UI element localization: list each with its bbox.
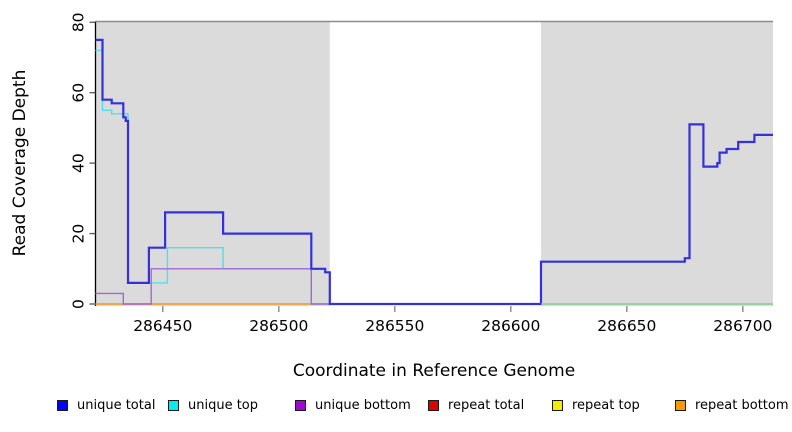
legend-label-unique-top: unique top xyxy=(188,397,259,413)
y-tick-label: 80 xyxy=(69,12,87,32)
series-line-unique-bottom xyxy=(95,268,330,305)
legend-item-unique-top: unique top xyxy=(168,397,258,413)
legend-item-unique-total: unique total xyxy=(57,397,155,413)
x-tick-label: 286500 xyxy=(249,317,308,335)
x-tick-label: 286450 xyxy=(133,317,192,335)
y-tick-label: 40 xyxy=(70,153,88,173)
series-line-unique-total xyxy=(95,38,773,306)
legend-label-repeat-top: repeat top xyxy=(572,397,640,413)
left-gray-region xyxy=(95,22,330,306)
x-tick-label: 286650 xyxy=(597,317,656,335)
legend-item-unique-bottom: unique bottom xyxy=(295,397,411,413)
x-tick-label: 286700 xyxy=(713,317,772,335)
legend-swatch-repeat-total xyxy=(428,399,439,411)
legend-label-unique-bottom: unique bottom xyxy=(315,397,411,413)
legend-label-unique-total: unique total xyxy=(77,397,156,413)
y-tick-label: 60 xyxy=(69,83,87,103)
legend-swatch-unique-bottom xyxy=(295,399,306,411)
legend-swatch-repeat-top xyxy=(552,399,563,411)
legend-item-repeat-bottom: repeat bottom xyxy=(675,397,789,413)
right-gray-region xyxy=(541,22,773,306)
legend-label-repeat-bottom: repeat bottom xyxy=(695,397,789,413)
legend-swatch-unique-total xyxy=(57,399,68,411)
legend-swatch-repeat-bottom xyxy=(675,399,686,411)
y-axis-title: Read Coverage Depth xyxy=(10,69,30,257)
x-axis-title: Coordinate in Reference Genome xyxy=(292,361,576,381)
x-tick-label: 286600 xyxy=(481,317,540,335)
y-tick-label: 0 xyxy=(70,299,88,309)
y-tick-label: 20 xyxy=(69,224,87,244)
x-tick-label: 286550 xyxy=(365,317,424,335)
legend-item-repeat-top: repeat top xyxy=(552,397,640,413)
legend-item-repeat-total: repeat total xyxy=(428,397,524,413)
legend-label-repeat-total: repeat total xyxy=(448,397,525,413)
legend-swatch-unique-top xyxy=(168,399,179,411)
